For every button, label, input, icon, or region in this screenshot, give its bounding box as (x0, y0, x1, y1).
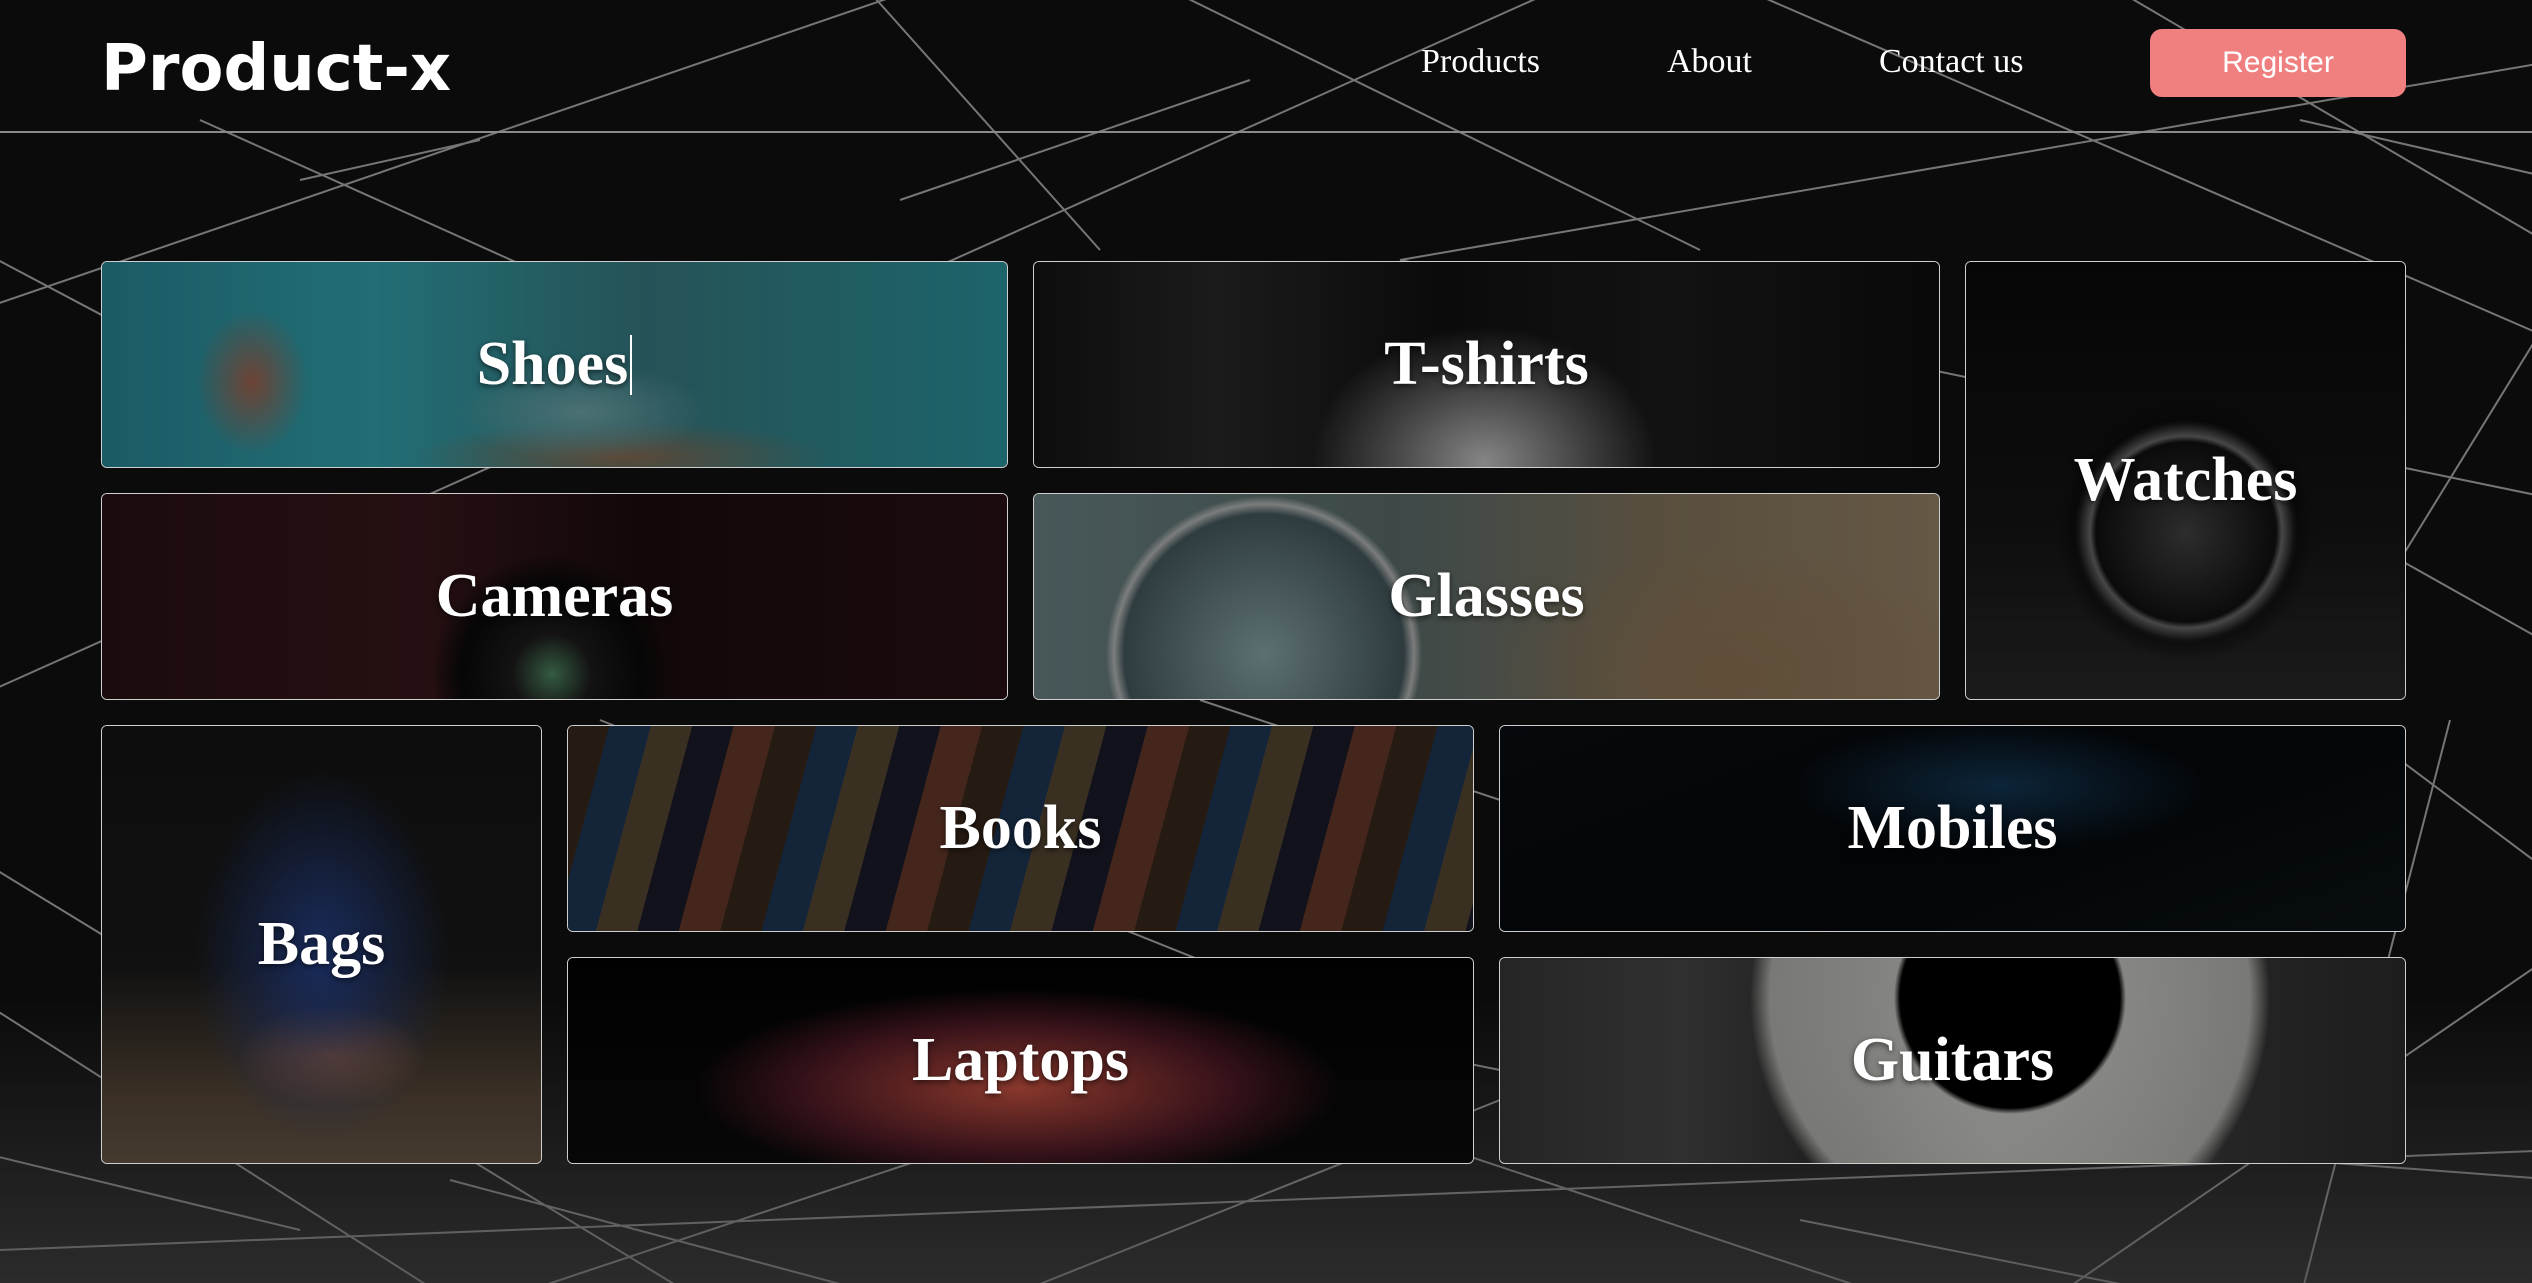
category-label-tshirts: T-shirts (1384, 330, 1589, 398)
top-navbar: Product-x Products About Contact us Regi… (0, 0, 2532, 133)
laptops-image (568, 958, 1473, 1163)
category-label-glasses: Glasses (1388, 562, 1585, 630)
text-cursor (630, 334, 633, 395)
category-tile-watches[interactable]: Watches (1965, 261, 2406, 700)
cameras-image (102, 494, 1007, 699)
register-button[interactable]: Register (2150, 29, 2406, 97)
guitars-image (1500, 958, 2405, 1163)
category-tile-laptops[interactable]: Laptops (567, 957, 1474, 1164)
category-tile-mobiles[interactable]: Mobiles (1499, 725, 2406, 932)
category-label-watches: Watches (2073, 446, 2298, 514)
nav-products-link[interactable]: Products (1421, 43, 1540, 80)
category-tile-tshirts[interactable]: T-shirts (1033, 261, 1940, 468)
glasses-image (1034, 494, 1939, 699)
watches-image (1966, 262, 2405, 699)
category-tile-shoes[interactable]: Shoes (101, 261, 1008, 468)
category-label-shoes: Shoes (476, 330, 629, 398)
category-tile-guitars[interactable]: Guitars (1499, 957, 2406, 1164)
mobiles-image (1500, 726, 2405, 931)
category-label-bags: Bags (257, 910, 386, 978)
category-label-laptops: Laptops (911, 1026, 1130, 1094)
category-tile-bags[interactable]: Bags (101, 725, 542, 1164)
nav-contact-link[interactable]: Contact us (1879, 43, 2024, 80)
category-tile-cameras[interactable]: Cameras (101, 493, 1008, 700)
shoes-image (102, 262, 1007, 467)
category-label-guitars: Guitars (1850, 1026, 2055, 1094)
bags-image (102, 726, 541, 1163)
category-tile-books[interactable]: Books (567, 725, 1474, 932)
category-label-books: Books (939, 794, 1102, 862)
nav-about-link[interactable]: About (1667, 43, 1752, 80)
category-label-cameras: Cameras (435, 562, 674, 630)
brand-logo[interactable]: Product-x (101, 32, 452, 106)
tshirts-image (1034, 262, 1939, 467)
category-label-mobiles: Mobiles (1847, 794, 2058, 862)
books-image (568, 726, 1473, 931)
category-tile-glasses[interactable]: Glasses (1033, 493, 1940, 700)
